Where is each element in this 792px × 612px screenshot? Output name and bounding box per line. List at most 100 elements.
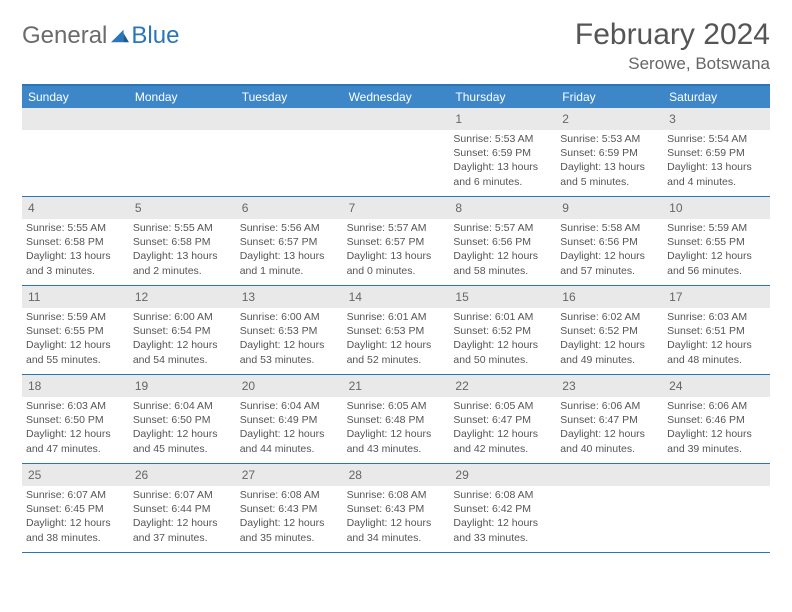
day-number: 26 [135, 468, 148, 482]
logo: General Blue [22, 22, 179, 50]
day-cell: 15Sunrise: 6:01 AMSunset: 6:52 PMDayligh… [449, 286, 556, 374]
title-block: February 2024 Serowe, Botswana [575, 18, 770, 74]
day-cell: 23Sunrise: 6:06 AMSunset: 6:47 PMDayligh… [556, 375, 663, 463]
day-cell [663, 464, 770, 552]
daynum-row: 12 [129, 286, 236, 308]
daynum-row: 4 [22, 197, 129, 219]
day-number: 18 [28, 379, 41, 393]
day-number: 8 [455, 201, 462, 215]
day-number: 25 [28, 468, 41, 482]
day-number: 1 [455, 112, 462, 126]
day-number: 9 [562, 201, 569, 215]
weeks-container: 1 Sunrise: 5:53 AMSunset: 6:59 PMDaylight… [22, 108, 770, 553]
day-body: Sunrise: 6:08 AMSunset: 6:43 PMDaylight:… [240, 488, 339, 545]
day-body: Sunrise: 6:08 AMSunset: 6:42 PMDaylight:… [453, 488, 552, 545]
day-number: 16 [562, 290, 575, 304]
day-body: Sunrise: 5:57 AMSunset: 6:56 PMDaylight:… [453, 221, 552, 278]
day-cell: 5Sunrise: 5:55 AMSunset: 6:58 PMDaylight… [129, 197, 236, 285]
day-number: 13 [242, 290, 255, 304]
day-cell: 27 Sunrise: 6:08 AMSunset: 6:43 PMDayligh… [236, 464, 343, 552]
weekday-header: Monday [129, 86, 236, 108]
day-cell [22, 108, 129, 196]
day-body: Sunrise: 6:07 AMSunset: 6:45 PMDaylight:… [26, 488, 125, 545]
week-row: 18Sunrise: 6:03 AMSunset: 6:50 PMDayligh… [22, 375, 770, 464]
daynum-row: 28 [343, 464, 450, 486]
day-number: 10 [669, 201, 682, 215]
weekday-header: Sunday [22, 86, 129, 108]
day-number: 11 [28, 290, 40, 304]
day-number: 3 [669, 112, 676, 126]
day-body: Sunrise: 5:53 AMSunset: 6:59 PMDaylight:… [560, 132, 659, 189]
weekday-header: Thursday [449, 86, 556, 108]
day-number: 5 [135, 201, 142, 215]
week-row: 25 Sunrise: 6:07 AMSunset: 6:45 PMDayligh… [22, 464, 770, 553]
day-cell: 3Sunrise: 5:54 AMSunset: 6:59 PMDaylight… [663, 108, 770, 196]
daynum-row: 18 [22, 375, 129, 397]
day-cell: 1 Sunrise: 5:53 AMSunset: 6:59 PMDaylight… [449, 108, 556, 196]
day-body: Sunrise: 6:04 AMSunset: 6:50 PMDaylight:… [133, 399, 232, 456]
day-body: Sunrise: 6:00 AMSunset: 6:53 PMDaylight:… [240, 310, 339, 367]
day-number: 4 [28, 201, 35, 215]
day-number: 7 [349, 201, 356, 215]
weekday-header: Tuesday [236, 86, 343, 108]
day-number: 17 [669, 290, 682, 304]
day-cell [556, 464, 663, 552]
weekday-header: Wednesday [343, 86, 450, 108]
day-body: Sunrise: 5:59 AMSunset: 6:55 PMDaylight:… [667, 221, 766, 278]
day-cell [129, 108, 236, 196]
daynum-row: 6 [236, 197, 343, 219]
day-cell: 26Sunrise: 6:07 AMSunset: 6:44 PMDayligh… [129, 464, 236, 552]
day-cell: 9 Sunrise: 5:58 AMSunset: 6:56 PMDaylight… [556, 197, 663, 285]
daynum-row: 9 [556, 197, 663, 219]
day-body: Sunrise: 6:05 AMSunset: 6:48 PMDaylight:… [347, 399, 446, 456]
day-body: Sunrise: 5:53 AMSunset: 6:59 PMDaylight:… [453, 132, 552, 189]
daynum-row [22, 108, 129, 130]
daynum-row: 2 [556, 108, 663, 130]
day-cell: 4 Sunrise: 5:55 AMSunset: 6:58 PMDaylight… [22, 197, 129, 285]
weekday-header-row: Sunday Monday Tuesday Wednesday Thursday… [22, 86, 770, 108]
day-body: Sunrise: 6:04 AMSunset: 6:49 PMDaylight:… [240, 399, 339, 456]
day-cell: 11Sunrise: 5:59 AMSunset: 6:55 PMDayligh… [22, 286, 129, 374]
day-cell: 16Sunrise: 6:02 AMSunset: 6:52 PMDayligh… [556, 286, 663, 374]
week-row: 1 Sunrise: 5:53 AMSunset: 6:59 PMDaylight… [22, 108, 770, 197]
daynum-row: 21 [343, 375, 450, 397]
week-row: 4 Sunrise: 5:55 AMSunset: 6:58 PMDaylight… [22, 197, 770, 286]
day-cell: 24Sunrise: 6:06 AMSunset: 6:46 PMDayligh… [663, 375, 770, 463]
day-number: 28 [349, 468, 362, 482]
day-cell: 21 Sunrise: 6:05 AMSunset: 6:48 PMDayligh… [343, 375, 450, 463]
day-cell: 2Sunrise: 5:53 AMSunset: 6:59 PMDaylight… [556, 108, 663, 196]
day-cell [236, 108, 343, 196]
daynum-row: 27 [236, 464, 343, 486]
daynum-row: 29 [449, 464, 556, 486]
day-cell: 28 Sunrise: 6:08 AMSunset: 6:43 PMDayligh… [343, 464, 450, 552]
daynum-row: 8 [449, 197, 556, 219]
day-body: Sunrise: 6:00 AMSunset: 6:54 PMDaylight:… [133, 310, 232, 367]
daynum-row: 23 [556, 375, 663, 397]
day-body: Sunrise: 5:58 AMSunset: 6:56 PMDaylight:… [560, 221, 659, 278]
day-body: Sunrise: 5:55 AMSunset: 6:58 PMDaylight:… [26, 221, 125, 278]
day-body: Sunrise: 6:08 AMSunset: 6:43 PMDaylight:… [347, 488, 446, 545]
day-cell: 18Sunrise: 6:03 AMSunset: 6:50 PMDayligh… [22, 375, 129, 463]
day-number: 27 [242, 468, 255, 482]
day-cell: 17Sunrise: 6:03 AMSunset: 6:51 PMDayligh… [663, 286, 770, 374]
daynum-row: 16 [556, 286, 663, 308]
day-number: 15 [455, 290, 468, 304]
calendar: Sunday Monday Tuesday Wednesday Thursday… [22, 84, 770, 553]
page-title: February 2024 [575, 18, 770, 52]
logo-text-blue: Blue [131, 22, 179, 50]
daynum-row: 13 [236, 286, 343, 308]
day-cell: 14Sunrise: 6:01 AMSunset: 6:53 PMDayligh… [343, 286, 450, 374]
location-subtitle: Serowe, Botswana [575, 54, 770, 74]
daynum-row: 11 [22, 286, 129, 308]
day-cell: 13 Sunrise: 6:00 AMSunset: 6:53 PMDayligh… [236, 286, 343, 374]
day-number: 22 [455, 379, 468, 393]
day-cell: 12Sunrise: 6:00 AMSunset: 6:54 PMDayligh… [129, 286, 236, 374]
daynum-row: 17 [663, 286, 770, 308]
daynum-row [343, 108, 450, 130]
day-number: 21 [349, 379, 362, 393]
daynum-row: 14 [343, 286, 450, 308]
day-body: Sunrise: 5:56 AMSunset: 6:57 PMDaylight:… [240, 221, 339, 278]
daynum-row: 25 [22, 464, 129, 486]
day-cell: 7Sunrise: 5:57 AMSunset: 6:57 PMDaylight… [343, 197, 450, 285]
daynum-row: 15 [449, 286, 556, 308]
